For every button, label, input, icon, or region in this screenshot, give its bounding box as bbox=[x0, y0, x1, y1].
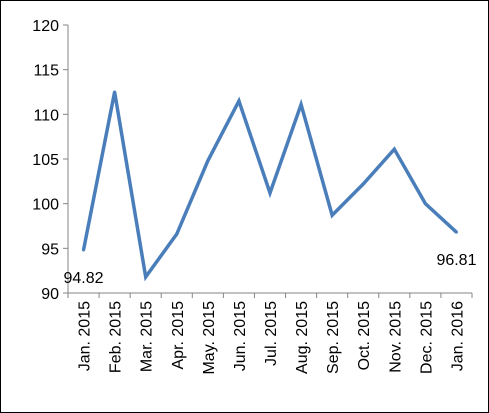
data-label: 94.82 bbox=[64, 270, 104, 287]
data-point bbox=[175, 232, 179, 236]
x-tick-label: Jul. 2015 bbox=[263, 301, 280, 366]
y-axis: 90 95 100 105 110 115 120 bbox=[32, 18, 69, 303]
y-tick-label: 100 bbox=[32, 197, 59, 214]
data-point bbox=[144, 275, 148, 279]
data-labels: 94.82 96.81 bbox=[64, 252, 477, 287]
x-tick-label: Aug. 2015 bbox=[294, 301, 311, 374]
data-point bbox=[113, 90, 117, 94]
x-axis: Jan. 2015 Feb. 2015 Mar. 2015 Apr. 2015 May.… bbox=[67, 292, 473, 375]
data-label: 96.81 bbox=[436, 252, 476, 269]
data-point bbox=[299, 103, 303, 107]
data-point bbox=[237, 99, 241, 103]
series-group bbox=[81, 90, 458, 282]
data-point bbox=[268, 191, 272, 195]
x-tick-label: Mar. 2015 bbox=[139, 301, 156, 372]
x-tick-label: Dec. 2015 bbox=[418, 301, 435, 374]
x-tick-label: Sep. 2015 bbox=[325, 301, 342, 374]
data-point bbox=[392, 147, 396, 151]
x-tick-label: Jan. 2016 bbox=[449, 301, 466, 371]
x-tick-label: Oct. 2015 bbox=[356, 301, 373, 370]
series-line bbox=[81, 91, 458, 282]
data-point bbox=[206, 159, 210, 163]
data-point bbox=[423, 202, 427, 206]
y-tick-label: 105 bbox=[32, 152, 59, 169]
x-tick-label: Nov. 2015 bbox=[387, 301, 404, 373]
x-tick-label: May. 2015 bbox=[201, 301, 218, 375]
x-tick-label: Feb. 2015 bbox=[108, 301, 125, 373]
data-point bbox=[82, 248, 86, 252]
data-point bbox=[361, 182, 365, 186]
x-tick-label: Jun. 2015 bbox=[232, 301, 249, 371]
y-tick-label: 90 bbox=[41, 286, 59, 303]
x-tick-label: Apr. 2015 bbox=[170, 301, 187, 370]
y-tick-label: 95 bbox=[41, 241, 59, 258]
y-tick-label: 115 bbox=[33, 63, 59, 80]
y-tick-label: 120 bbox=[32, 18, 59, 35]
y-tick-label: 110 bbox=[33, 107, 59, 124]
x-tick-label: Jan. 2015 bbox=[77, 301, 94, 371]
data-point bbox=[330, 213, 334, 217]
data-point bbox=[454, 230, 458, 234]
